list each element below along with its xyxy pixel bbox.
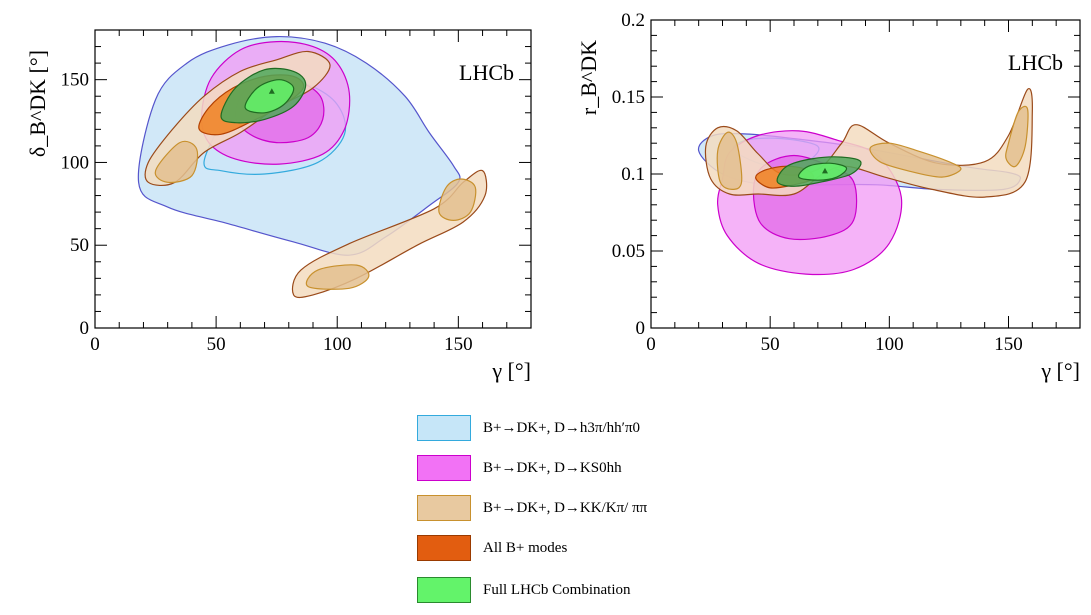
brand-background-0 <box>427 58 517 88</box>
legend-text-ks0hh: B+→DK+, D→KS0hh <box>483 459 622 476</box>
y-tick-label-1-4: 0.2 <box>621 10 645 31</box>
x-tick-label-1-150: 150 <box>994 334 1023 355</box>
y-tick-label-1-2: 0.1 <box>621 164 645 185</box>
legend-swatch-ks0hh <box>417 455 471 481</box>
y-axis-label-0: δ_B^DK [°] <box>25 50 50 157</box>
contour-0-7 <box>305 264 370 290</box>
legend-item-kk: B+→DK+, D→KK/Kπ/ ππ <box>417 494 647 522</box>
x-axis-label-1: γ [°] <box>1040 358 1080 383</box>
x-tick-label-0-50: 50 <box>207 334 226 355</box>
legend-text-h3pi: B+→DK+, D→h3π/hh′π0 <box>483 419 641 436</box>
y-tick-label-0-2: 100 <box>61 152 90 173</box>
y-axis-label-1: r_B^DK <box>576 40 601 115</box>
x-tick-label-1-50: 50 <box>761 334 780 355</box>
legend-item-all-bplus: All B+ modes <box>417 534 567 562</box>
x-tick-label-0-150: 150 <box>444 334 473 355</box>
lhcb-label-1: LHCb <box>1008 50 1063 75</box>
x-axis-label-0: γ [°] <box>491 358 531 383</box>
legend-swatch-kk <box>417 495 471 521</box>
contour-0-6 <box>154 140 199 184</box>
legend-text-all-bplus: All B+ modes <box>483 539 568 556</box>
y-tick-label-1-1: 0.05 <box>612 241 645 262</box>
y-tick-label-0-1: 50 <box>70 235 89 256</box>
legend-swatch-h3pi <box>417 415 471 441</box>
legend-text-kk: B+→DK+, D→KK/Kπ/ ππ <box>483 499 648 516</box>
legend-label-kk: B+→DK+, D→KK/Kπ/ ππ <box>483 500 647 517</box>
x-tick-label-1-0: 0 <box>646 334 656 355</box>
lhcb-label-0: LHCb <box>459 60 514 85</box>
legend-text-full-combination: Full LHCb Combination <box>483 581 631 598</box>
legend-label-ks0hh: B+→DK+, D→KS0hh <box>483 460 622 477</box>
x-tick-label-0-0: 0 <box>90 334 100 355</box>
legend-swatch-all-bplus <box>417 535 471 561</box>
legend-label-h3pi: B+→DK+, D→h3π/hh′π0 <box>483 420 640 437</box>
central-value-marker-1 <box>821 167 828 174</box>
legend: B+→DK+, D→h3π/hh′π0 B+→DK+, D→KS0hh B+→D… <box>417 410 837 615</box>
legend-item-ks0hh: B+→DK+, D→KS0hh <box>417 454 622 482</box>
chart-canvas: 0 50 100 150 0 50 100 150 LHCb γ [°] δ_B^DK [°] 0 5… <box>25 10 1081 383</box>
x-tick-label-0-100: 100 <box>323 334 352 355</box>
brand-background-1 <box>976 48 1066 78</box>
legend-item-full-combination: Full LHCb Combination <box>417 576 631 604</box>
contour-0-8 <box>438 178 477 222</box>
legend-swatch-full-combination <box>417 577 471 603</box>
contour-1-10 <box>797 162 848 181</box>
rb-vs-gamma-panel: 0 50 100 150 0 0.05 0.1 0.15 0.2 LHCb γ [°] r_B^DK <box>576 10 1081 383</box>
x-tick-label-1-100: 100 <box>875 334 904 355</box>
contour-1-7 <box>1005 105 1029 168</box>
legend-item-h3pi: B+→DK+, D→h3π/hh′π0 <box>417 414 640 442</box>
central-value-marker-0 <box>268 88 275 94</box>
y-tick-label-1-0: 0 <box>636 318 646 339</box>
contour-1-6 <box>869 142 962 178</box>
y-tick-label-1-3: 0.15 <box>612 87 645 108</box>
y-tick-label-0-3: 150 <box>61 70 90 91</box>
legend-label-full-combination: Full LHCb Combination <box>483 582 631 599</box>
delta-vs-gamma-panel: 0 50 100 150 0 50 100 150 LHCb γ [°] δ_B^DK [°] <box>25 29 532 383</box>
contour-1-5 <box>716 131 743 191</box>
contour-0-11 <box>244 79 295 114</box>
y-tick-label-0-0: 0 <box>80 318 90 339</box>
legend-label-all-bplus: All B+ modes <box>483 540 567 557</box>
